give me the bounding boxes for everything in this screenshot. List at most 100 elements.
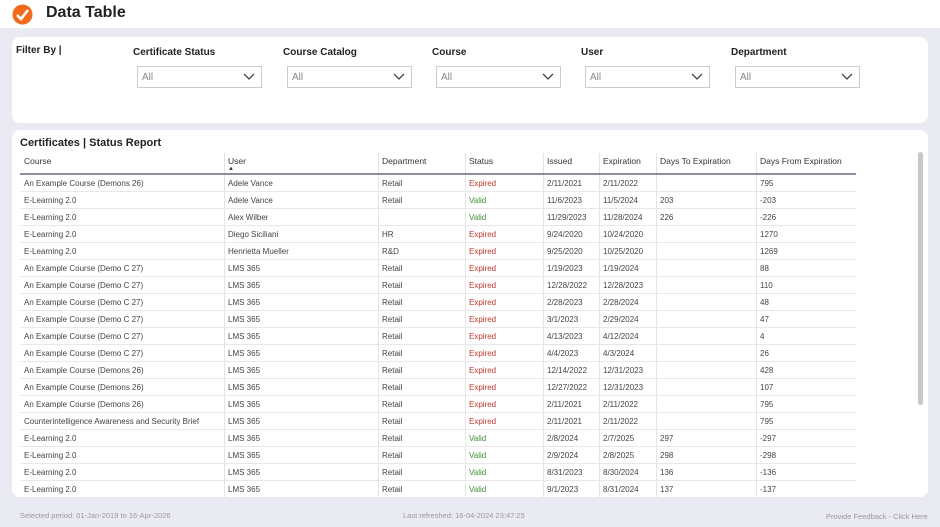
filter-dropdown[interactable]: All [436,66,561,88]
table-cell: 297 [660,434,674,443]
column-header[interactable]: Days From Expiration [760,156,842,166]
table-cell: 12/31/2023 [603,366,644,375]
table-cell: Expired [469,400,497,409]
table-cell: An Example Course (Demons 26) [24,400,144,409]
row-divider [20,446,856,447]
table-cell: 428 [760,366,774,375]
selected-period: Selected period: 01-Jan-2019 to 16-Apr-2… [20,511,171,520]
table-cell: Valid [469,213,487,222]
column-divider [465,153,466,498]
table-title: Certificates | Status Report [20,137,162,149]
column-header[interactable]: Issued [547,156,573,166]
table-cell: 2/29/2024 [603,315,639,324]
sort-indicator: ▲ [228,166,234,172]
table-cell: Expired [469,349,497,358]
table-cell: 137 [660,485,674,494]
table-cell: 298 [660,451,674,460]
table-cell: 9/24/2020 [547,230,583,239]
row-divider [20,395,856,396]
row-divider [20,276,856,277]
filter-dropdown[interactable]: All [137,66,262,88]
table-cell: LMS 365 [228,315,261,324]
filter-dropdown[interactable]: All [585,66,710,88]
table-cell: E-Learning 2.0 [24,230,77,239]
row-divider [20,310,856,311]
table-cell: An Example Course (Demons 26) [24,366,144,375]
table-cell: 795 [760,400,774,409]
table-cell: 1269 [760,247,778,256]
table-cell: E-Learning 2.0 [24,213,77,222]
table-cell: Valid [469,468,487,477]
table-cell: LMS 365 [228,417,261,426]
filter-dropdown[interactable]: All [287,66,412,88]
table-cell: Henrietta Mueller [228,247,289,256]
column-header[interactable]: Course [24,156,52,166]
filter-dropdown[interactable]: All [735,66,860,88]
row-divider [20,259,856,260]
table-cell: 11/6/2023 [547,196,582,205]
table-cell: 9/25/2020 [547,247,583,256]
table-cell: Retail [382,332,403,341]
table-cell: An Example Course (Demo C 27) [24,349,144,358]
table-cell: 12/28/2022 [547,281,588,290]
table-cell: Retail [382,400,403,409]
table-cell: 2/11/2021 [547,179,582,188]
table-cell: LMS 365 [228,298,261,307]
filter-label: Filter By | [16,45,62,56]
row-divider [20,463,856,464]
table-cell: Alex Wilber [228,213,269,222]
table-cell: 136 [660,468,674,477]
column-header[interactable]: Status [469,156,494,166]
table-cell: 3/1/2023 [547,315,579,324]
table-cell: -136 [760,468,777,477]
table-cell: 4/4/2023 [547,349,579,358]
table-cell: 48 [760,298,769,307]
feedback-link[interactable]: Provide Feedback - Click Here [826,512,928,521]
filter-title: User [581,47,604,58]
table-cell: Retail [382,366,403,375]
table-cell: -297 [760,434,777,443]
table-cell: Expired [469,366,497,375]
table-cell: E-Learning 2.0 [24,485,77,494]
table-cell: 88 [760,264,769,273]
table-cell: -203 [760,196,777,205]
filter-title: Certificate Status [133,47,216,58]
table-cell: LMS 365 [228,468,261,477]
table-cell: Valid [469,451,487,460]
column-divider [543,153,544,498]
table-cell: Retail [382,298,403,307]
table-cell: Expired [469,332,497,341]
table-cell: An Example Course (Demons 26) [24,179,144,188]
table-cell: 2/9/2024 [547,451,579,460]
table-cell: Retail [382,196,403,205]
table-cell: 11/5/2024 [603,196,638,205]
table-cell: LMS 365 [228,451,261,460]
table-cell: Counterintelligence Awareness and Securi… [24,417,200,426]
table-cell: -298 [760,451,777,460]
table-cell: Retail [382,383,403,392]
table-cell: 4/3/2024 [603,349,635,358]
table-cell: LMS 365 [228,485,261,494]
scrollbar[interactable] [918,152,923,405]
table-cell: 12/31/2023 [603,383,644,392]
table-cell: An Example Course (Demo C 27) [24,315,144,324]
row-divider [20,242,856,243]
table-cell: 1/19/2023 [547,264,583,273]
table-cell: 8/30/2024 [603,468,639,477]
column-divider [599,153,600,498]
column-header[interactable]: User [228,156,246,166]
chevron [841,73,853,80]
table-cell: R&D [382,247,399,256]
table-cell: 10/24/2020 [603,230,644,239]
table-cell: Retail [382,485,403,494]
table-cell: LMS 365 [228,434,261,443]
table-cell: 26 [760,349,769,358]
table-cell: Retail [382,468,403,477]
column-header[interactable]: Days To Expiration [660,156,731,166]
column-header[interactable]: Department [382,156,427,166]
table-cell: An Example Course (Demons 26) [24,383,144,392]
column-header[interactable]: Expiration [603,156,641,166]
header-underline [20,173,856,175]
table-cell: Expired [469,247,497,256]
chevron [243,73,255,80]
